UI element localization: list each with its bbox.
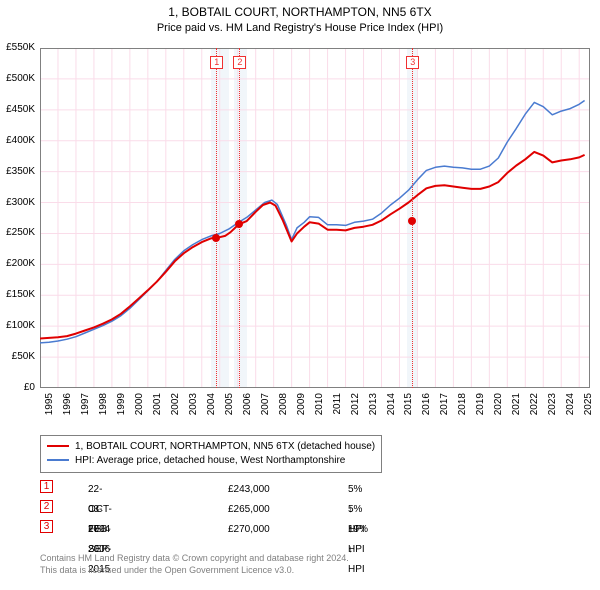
- y-axis-label: £550K: [0, 42, 35, 53]
- y-axis-label: £500K: [0, 73, 35, 84]
- x-axis-label: 2022: [529, 393, 540, 433]
- y-axis-label: £200K: [0, 258, 35, 269]
- x-axis-label: 2003: [188, 393, 199, 433]
- x-axis-label: 2016: [421, 393, 432, 433]
- x-axis-label: 2008: [278, 393, 289, 433]
- x-axis-label: 2019: [475, 393, 486, 433]
- x-axis-label: 2010: [314, 393, 325, 433]
- x-axis-label: 1997: [80, 393, 91, 433]
- legend: 1, BOBTAIL COURT, NORTHAMPTON, NN5 6TX (…: [40, 435, 382, 473]
- legend-item: 1, BOBTAIL COURT, NORTHAMPTON, NN5 6TX (…: [47, 440, 375, 454]
- x-axis-label: 2005: [224, 393, 235, 433]
- x-axis-label: 2012: [350, 393, 361, 433]
- x-axis-label: 2006: [242, 393, 253, 433]
- y-axis-label: £0: [0, 382, 35, 393]
- x-axis-label: 2021: [511, 393, 522, 433]
- x-axis-label: 2015: [403, 393, 414, 433]
- plot-area: 12 3: [40, 48, 590, 388]
- chart-marker: 2: [233, 56, 246, 69]
- x-axis-label: 2001: [152, 393, 163, 433]
- x-axis-label: 2004: [206, 393, 217, 433]
- attribution: Contains HM Land Registry data © Crown c…: [40, 552, 349, 576]
- y-axis-label: £250K: [0, 227, 35, 238]
- y-axis-label: £400K: [0, 135, 35, 146]
- x-axis-label: 2007: [260, 393, 271, 433]
- chart-title: 1, BOBTAIL COURT, NORTHAMPTON, NN5 6TX: [0, 5, 600, 19]
- legend-item: HPI: Average price, detached house, West…: [47, 454, 375, 468]
- y-axis-label: £350K: [0, 166, 35, 177]
- y-axis-label: £150K: [0, 289, 35, 300]
- chart-marker: 3: [406, 56, 419, 69]
- x-axis-label: 2020: [493, 393, 504, 433]
- attribution-line1: Contains HM Land Registry data © Crown c…: [40, 552, 349, 564]
- x-axis-label: 2013: [368, 393, 379, 433]
- x-axis-label: 2011: [332, 393, 343, 433]
- x-axis-label: 2025: [583, 393, 594, 433]
- x-axis-label: 1996: [62, 393, 73, 433]
- x-axis-label: 2024: [565, 393, 576, 433]
- y-axis-label: £100K: [0, 320, 35, 331]
- attribution-line2: This data is licensed under the Open Gov…: [40, 564, 349, 576]
- chart-subtitle: Price paid vs. HM Land Registry's House …: [0, 22, 600, 34]
- y-axis-label: £450K: [0, 104, 35, 115]
- chart-container: { "title_line1": "1, BOBTAIL COURT, NORT…: [0, 0, 600, 590]
- y-axis-label: £50K: [0, 351, 35, 362]
- x-axis-label: 2023: [547, 393, 558, 433]
- x-axis-label: 2009: [296, 393, 307, 433]
- y-axis-label: £300K: [0, 197, 35, 208]
- x-axis-label: 1998: [98, 393, 109, 433]
- x-axis-label: 1995: [44, 393, 55, 433]
- chart-marker: 1: [210, 56, 223, 69]
- x-axis-label: 2002: [170, 393, 181, 433]
- x-axis-label: 2000: [134, 393, 145, 433]
- x-axis-label: 2017: [439, 393, 450, 433]
- x-axis-label: 1999: [116, 393, 127, 433]
- x-axis-label: 2018: [457, 393, 468, 433]
- x-axis-label: 2014: [386, 393, 397, 433]
